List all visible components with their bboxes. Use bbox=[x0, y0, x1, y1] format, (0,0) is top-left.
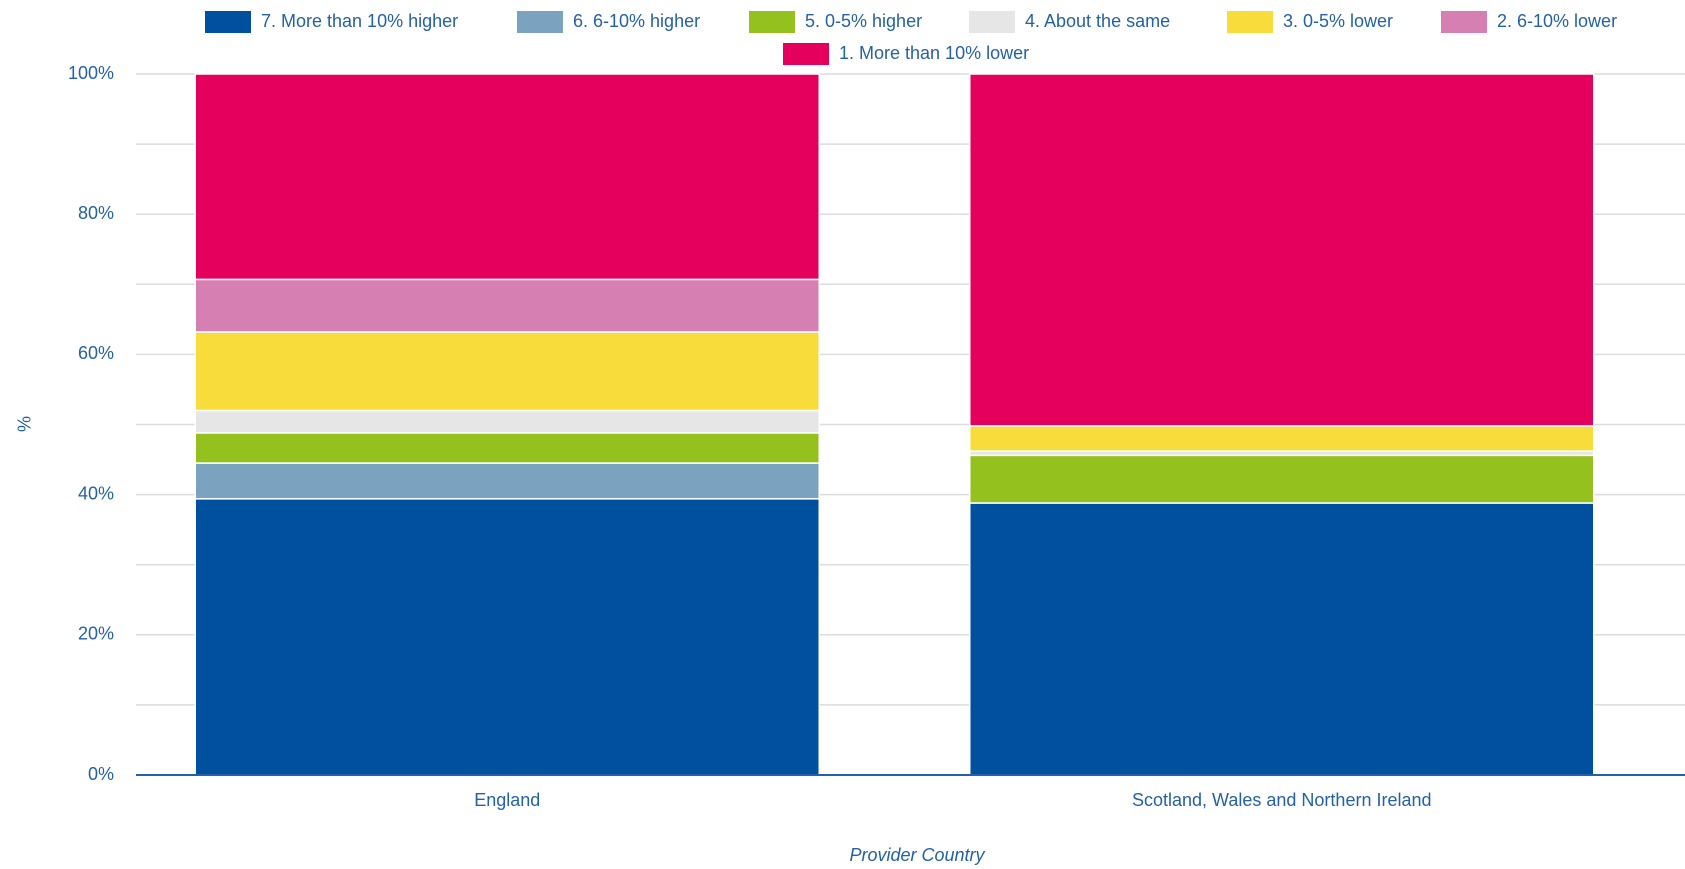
bar-segment bbox=[194, 278, 820, 333]
y-axis-label: % bbox=[13, 416, 33, 432]
y-tick-label: 80% bbox=[78, 203, 114, 223]
legend-label: 2. 6-10% lower bbox=[1497, 11, 1617, 31]
legend-swatch bbox=[969, 11, 1015, 33]
legend-swatch bbox=[783, 43, 829, 65]
y-tick-label: 60% bbox=[78, 343, 114, 363]
legend-swatch bbox=[1441, 11, 1487, 33]
y-tick-label: 0% bbox=[88, 764, 114, 784]
bar-segment bbox=[969, 454, 1595, 504]
y-tick-label: 40% bbox=[78, 483, 114, 503]
bar-segment bbox=[969, 425, 1595, 452]
bar-segment bbox=[194, 498, 820, 776]
x-tick-label: Scotland, Wales and Northern Ireland bbox=[1132, 790, 1432, 810]
y-tick-label: 20% bbox=[78, 624, 114, 644]
bar-segment bbox=[969, 502, 1595, 776]
legend-label: 7. More than 10% higher bbox=[261, 11, 458, 31]
legend-swatch bbox=[205, 11, 251, 33]
legend-label: 6. 6-10% higher bbox=[573, 11, 700, 31]
x-axis-label: Provider Country bbox=[849, 845, 985, 865]
bar-segment bbox=[194, 409, 820, 434]
x-tick-label: England bbox=[474, 790, 540, 810]
legend-label: 3. 0-5% lower bbox=[1283, 11, 1393, 31]
bar-segment bbox=[194, 462, 820, 500]
legend-label: 4. About the same bbox=[1025, 11, 1170, 31]
legend-label: 1. More than 10% lower bbox=[839, 43, 1029, 63]
bar-segment bbox=[194, 432, 820, 464]
bar-segment bbox=[194, 331, 820, 412]
bar-segment bbox=[194, 73, 820, 281]
legend-label: 5. 0-5% higher bbox=[805, 11, 922, 31]
legend-swatch bbox=[749, 11, 795, 33]
legend-swatch bbox=[1227, 11, 1273, 33]
y-tick-label: 100% bbox=[68, 63, 114, 83]
legend-swatch bbox=[517, 11, 563, 33]
bar-segment bbox=[969, 73, 1595, 427]
